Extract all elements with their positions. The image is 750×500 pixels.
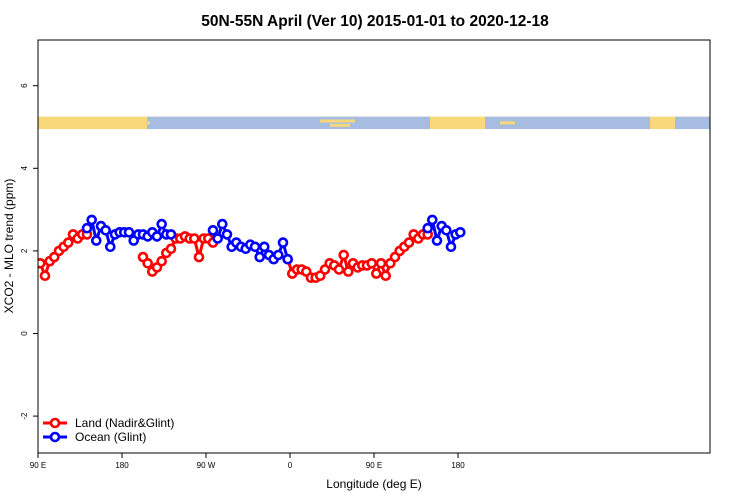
series-1-point-2-4 (440, 225, 452, 236)
series-0-point-1-1 (142, 257, 153, 269)
legend-marker-ocean (49, 431, 61, 443)
band-land-patch-4 (140, 121, 150, 125)
band-land-patch-0 (320, 119, 355, 123)
x-tick-label-5: 180 (451, 461, 465, 470)
chart-title: 50N-55N April (Ver 10) 2015-01-01 to 202… (201, 13, 549, 30)
band-ocean-0 (147, 116, 430, 130)
band-ocean-1 (485, 116, 650, 130)
series-1-point-0-4 (100, 225, 111, 236)
series-1-point-1-14 (272, 249, 284, 261)
series-1-point-0-16 (156, 218, 167, 230)
band-ocean-2 (675, 116, 710, 130)
series-1-point-1-0 (207, 225, 219, 236)
series-1-point-0-1 (86, 214, 97, 226)
series-1-point-0-15 (151, 231, 163, 242)
series-1-point-0-18 (165, 229, 177, 240)
series-0-point-0-0 (38, 258, 46, 269)
series-0-point-1-4 (156, 255, 167, 267)
legend-marker-land (49, 417, 61, 429)
series-1-point-2-2 (431, 235, 443, 246)
legend-label-land: Land (Nadir&Glint) (75, 416, 174, 430)
series-1-point-0-5 (105, 241, 116, 253)
series-1-point-1-15 (277, 237, 289, 248)
plot-frame (37, 39, 711, 454)
series-0-point-2-19 (370, 268, 382, 279)
series-1-point-1-2 (217, 218, 228, 230)
series-0-point-1-6 (165, 243, 177, 255)
series-0-point-2-26 (403, 237, 415, 248)
y-tick-label-3: 4 (20, 166, 29, 171)
series-0-point-2-12 (338, 249, 350, 261)
x-tick-label-0: 90 E (30, 461, 46, 470)
legend: Land (Nadir&Glint) Ocean (Glint) (43, 416, 174, 444)
series-1-point-0-2 (91, 235, 102, 246)
series-layer (38, 214, 466, 284)
series-1-point-1-9 (249, 241, 261, 253)
land-sea-band (38, 116, 710, 130)
y-tick-label-1: 0 (20, 331, 29, 336)
series-0-point-2-11 (333, 264, 345, 275)
series-1-point-2-1 (426, 214, 438, 226)
series-0-point-2-21 (380, 270, 392, 282)
y-axis-label: XCO2 - MLO trend (ppm) (2, 179, 16, 314)
series-1-point-2-5 (445, 241, 457, 253)
x-tick-label-2: 90 W (197, 461, 216, 470)
y-tick-label-0: -2 (20, 412, 29, 420)
series-1-point-1-11 (258, 241, 270, 253)
band-land-patch-1 (330, 123, 350, 127)
series-0-point-1-11 (189, 233, 200, 244)
x-axis-label: Longitude (deg E) (326, 477, 421, 491)
band-land-patch-2 (445, 118, 475, 122)
series-1-point-0-9 (123, 227, 135, 238)
series-0-point-0-6 (63, 237, 74, 248)
series-1-point-2-7 (454, 227, 466, 238)
band-land-patch-5 (500, 121, 515, 125)
y-axis: -2 0 2 4 6 (20, 83, 38, 420)
series-1-point-1-10 (254, 251, 266, 263)
x-tick-label-3: 0 (288, 461, 293, 470)
series-0-point-0-1 (39, 270, 51, 282)
series-0-point-2-13 (342, 266, 354, 277)
series-1-point-1-1 (212, 233, 223, 244)
x-tick-label-1: 180 (115, 461, 129, 470)
y-tick-label-2: 2 (20, 248, 29, 253)
y-tick-label-4: 6 (20, 83, 29, 88)
x-tick-label-4: 90 E (366, 461, 382, 470)
band-land-patch-3 (455, 122, 480, 126)
series-0-point-2-18 (366, 257, 378, 269)
series-1-point-1-3 (221, 229, 233, 240)
series-1-point-0-0 (81, 222, 93, 234)
series-1 (81, 214, 466, 265)
x-axis: 90 E 180 90 W 0 90 E 180 (30, 453, 465, 470)
series-0-point-1-12 (193, 251, 205, 263)
series-1-point-2-0 (422, 222, 434, 234)
series-1-point-1-16 (282, 253, 294, 265)
series-0-point-2-20 (375, 257, 387, 269)
legend-label-ocean: Ocean (Glint) (75, 430, 146, 444)
